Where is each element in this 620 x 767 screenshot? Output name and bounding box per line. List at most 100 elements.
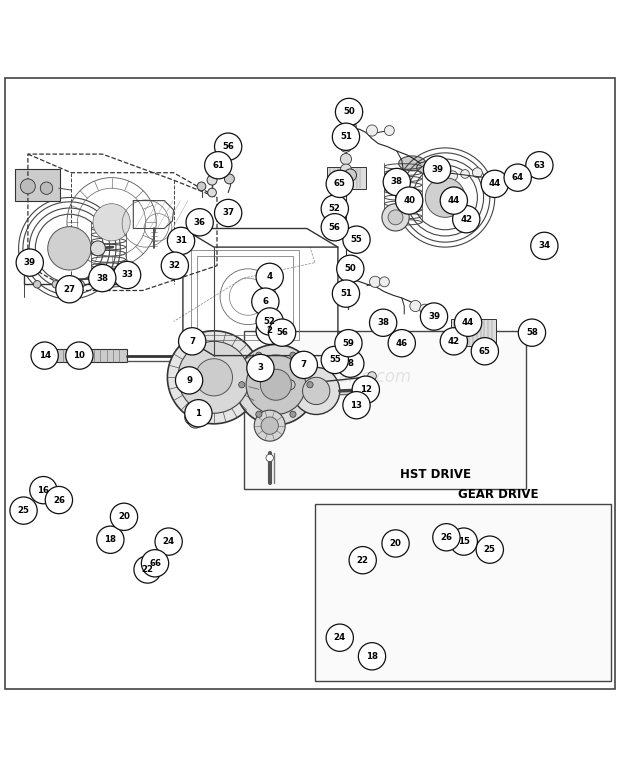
Text: 22: 22	[141, 565, 154, 574]
Circle shape	[335, 330, 362, 357]
Text: 37: 37	[222, 209, 234, 218]
Text: 7: 7	[301, 360, 307, 370]
Text: 44: 44	[489, 179, 501, 189]
Bar	[197, 255, 293, 335]
Circle shape	[531, 232, 558, 259]
Circle shape	[349, 547, 376, 574]
Text: 12: 12	[360, 385, 372, 394]
Circle shape	[206, 162, 218, 173]
Circle shape	[368, 372, 376, 380]
Circle shape	[167, 227, 195, 255]
Circle shape	[113, 262, 141, 288]
Ellipse shape	[399, 156, 426, 171]
Text: 51: 51	[340, 132, 352, 141]
Circle shape	[188, 413, 203, 428]
Circle shape	[16, 249, 43, 276]
Text: 52: 52	[264, 317, 276, 326]
Text: 15: 15	[458, 537, 470, 546]
Circle shape	[246, 355, 306, 414]
Circle shape	[435, 167, 446, 178]
Text: 39: 39	[431, 165, 443, 174]
Text: 18: 18	[104, 535, 117, 545]
Circle shape	[205, 152, 232, 179]
Circle shape	[388, 330, 415, 357]
Circle shape	[178, 341, 250, 413]
Text: 34: 34	[538, 242, 551, 250]
Circle shape	[440, 187, 467, 214]
Circle shape	[155, 528, 182, 555]
FancyBboxPatch shape	[53, 350, 127, 362]
Circle shape	[252, 288, 279, 315]
Circle shape	[141, 550, 169, 577]
Text: 63: 63	[533, 161, 546, 170]
Circle shape	[337, 255, 364, 282]
Text: 20: 20	[118, 512, 130, 522]
Circle shape	[454, 309, 482, 337]
Text: 24: 24	[162, 537, 175, 546]
Circle shape	[110, 503, 138, 531]
Text: GEAR DRIVE: GEAR DRIVE	[458, 489, 539, 502]
Circle shape	[40, 182, 53, 194]
Text: 56: 56	[276, 328, 288, 337]
Circle shape	[254, 410, 285, 441]
Circle shape	[303, 377, 330, 404]
Text: 22: 22	[356, 556, 369, 565]
Circle shape	[255, 411, 262, 417]
Circle shape	[19, 253, 33, 268]
Circle shape	[423, 156, 451, 183]
Circle shape	[195, 359, 232, 396]
Text: 42: 42	[460, 215, 472, 224]
Circle shape	[366, 125, 378, 136]
Circle shape	[290, 352, 296, 358]
Bar	[191, 250, 299, 340]
Text: 32: 32	[169, 262, 181, 270]
Circle shape	[440, 328, 467, 355]
Circle shape	[185, 410, 200, 425]
Circle shape	[321, 195, 348, 222]
Circle shape	[425, 178, 465, 217]
Circle shape	[346, 112, 358, 124]
Text: 3: 3	[257, 364, 264, 373]
Circle shape	[342, 283, 350, 291]
Circle shape	[207, 175, 217, 185]
Text: 65: 65	[479, 347, 491, 356]
Circle shape	[307, 382, 313, 388]
Circle shape	[340, 153, 352, 165]
Text: HST DRIVE: HST DRIVE	[400, 469, 471, 482]
Circle shape	[208, 188, 216, 197]
Circle shape	[256, 263, 283, 291]
Circle shape	[179, 328, 206, 355]
Circle shape	[343, 392, 370, 419]
Circle shape	[192, 417, 199, 424]
Circle shape	[326, 624, 353, 651]
Circle shape	[340, 130, 352, 141]
Text: 50: 50	[343, 107, 355, 117]
Circle shape	[450, 528, 477, 555]
Circle shape	[342, 265, 350, 273]
Bar	[315, 505, 611, 681]
Text: 38: 38	[391, 177, 403, 186]
Circle shape	[340, 164, 352, 175]
Circle shape	[91, 241, 105, 255]
Circle shape	[293, 367, 340, 414]
Circle shape	[20, 179, 35, 194]
Text: 59: 59	[342, 339, 355, 347]
Text: 50: 50	[345, 265, 356, 273]
Text: 65: 65	[334, 179, 346, 189]
Circle shape	[382, 530, 409, 557]
Text: 8: 8	[347, 359, 353, 368]
Text: 51: 51	[340, 289, 352, 298]
Circle shape	[48, 226, 91, 270]
Circle shape	[396, 187, 423, 214]
Text: 7: 7	[189, 337, 195, 346]
Circle shape	[239, 382, 245, 388]
Circle shape	[247, 354, 274, 382]
Text: 44: 44	[462, 318, 474, 328]
Text: 6: 6	[262, 297, 268, 306]
Circle shape	[285, 380, 295, 390]
Circle shape	[215, 199, 242, 226]
Circle shape	[337, 350, 364, 377]
Circle shape	[290, 411, 296, 417]
Circle shape	[125, 272, 136, 282]
Circle shape	[344, 169, 356, 181]
